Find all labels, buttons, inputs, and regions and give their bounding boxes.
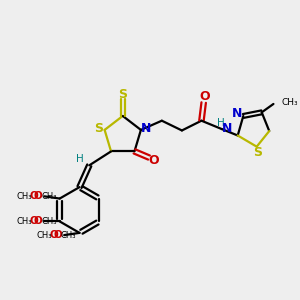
Text: O: O [53, 230, 62, 240]
Text: S: S [94, 122, 103, 135]
Text: O: O [29, 191, 38, 201]
Text: S: S [254, 146, 262, 159]
Text: O: O [200, 91, 210, 103]
Text: O: O [149, 154, 159, 167]
Text: CH₃: CH₃ [281, 98, 298, 107]
Text: CH₃: CH₃ [36, 231, 52, 240]
Text: CH₃: CH₃ [16, 192, 32, 201]
Text: CH₃: CH₃ [16, 217, 32, 226]
Text: O: O [29, 216, 38, 226]
Text: CH₃: CH₃ [41, 217, 56, 226]
Text: CH₃: CH₃ [61, 231, 76, 240]
Text: H: H [217, 118, 224, 128]
Text: H: H [76, 154, 84, 164]
Text: N: N [141, 122, 152, 135]
Text: CH₃: CH₃ [41, 192, 56, 201]
Text: O: O [34, 216, 42, 226]
Text: N: N [222, 122, 232, 135]
Text: N: N [232, 107, 242, 120]
Text: O: O [49, 230, 58, 240]
Text: S: S [118, 88, 127, 101]
Text: O: O [34, 191, 42, 201]
